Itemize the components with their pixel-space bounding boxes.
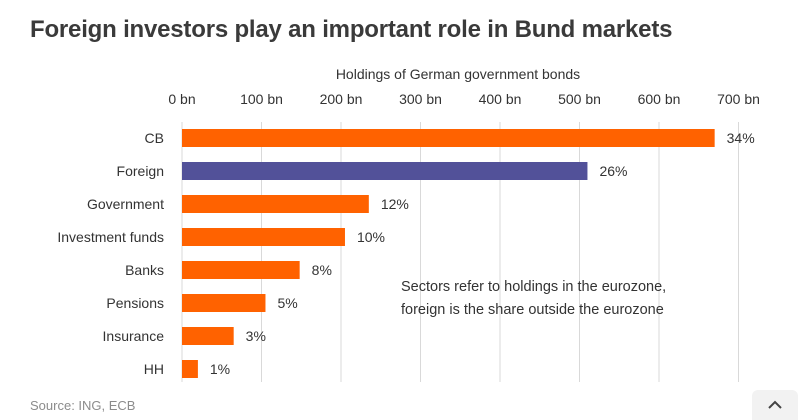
annotation-text: Sectors refer to holdings in the eurozon…: [401, 279, 666, 295]
bar: [182, 129, 715, 147]
x-tick-label: 400 bn: [479, 91, 522, 107]
bar: [182, 162, 588, 180]
x-tick-label: 600 bn: [638, 91, 681, 107]
data-label: 12%: [381, 196, 409, 212]
source-note: Source: ING, ECB: [30, 398, 136, 413]
x-tick-label: 200 bn: [320, 91, 363, 107]
x-tick-label: 500 bn: [558, 91, 601, 107]
chevron-up-icon: [768, 400, 782, 409]
category-label: CB: [145, 130, 164, 146]
x-axis-title: Holdings of German government bonds: [336, 66, 580, 82]
x-tick-label: 0 bn: [168, 91, 195, 107]
data-label: 34%: [727, 130, 755, 146]
bar: [182, 294, 266, 312]
bar: [182, 261, 300, 279]
data-label: 10%: [357, 229, 385, 245]
bar: [182, 228, 345, 246]
chart-title: Foreign investors play an important role…: [30, 16, 673, 43]
category-label: Pensions: [106, 295, 164, 311]
category-label: Investment funds: [57, 229, 164, 245]
category-label: Insurance: [103, 328, 165, 344]
bar: [182, 327, 234, 345]
category-label: Government: [87, 196, 164, 212]
data-label: 26%: [599, 163, 627, 179]
x-tick-label: 700 bn: [717, 91, 760, 107]
data-label: 5%: [277, 295, 297, 311]
data-label: 1%: [210, 361, 230, 377]
category-label: HH: [144, 361, 164, 377]
x-tick-label: 100 bn: [240, 91, 283, 107]
bar: [182, 195, 369, 213]
bar: [182, 360, 198, 378]
annotation-text: foreign is the share outside the eurozon…: [401, 302, 664, 318]
category-label: Banks: [125, 262, 164, 278]
category-label: Foreign: [117, 163, 164, 179]
data-label: 3%: [246, 328, 266, 344]
data-label: 8%: [312, 262, 332, 278]
x-tick-label: 300 bn: [399, 91, 442, 107]
scroll-to-top-button[interactable]: [752, 390, 798, 420]
